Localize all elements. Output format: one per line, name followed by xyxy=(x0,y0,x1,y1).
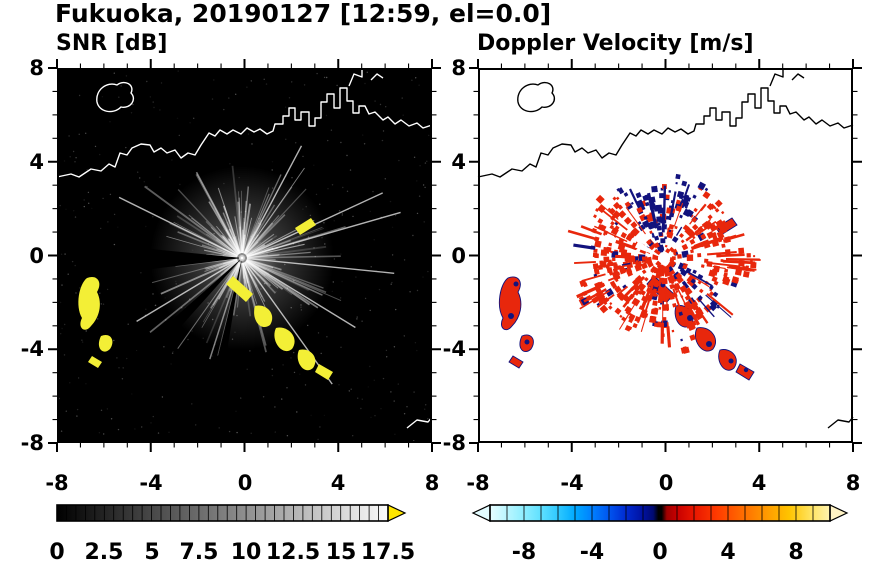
colorbar-tick-label: 15 xyxy=(325,540,357,565)
doppler-panel-title: Doppler Velocity [m/s] xyxy=(477,31,754,56)
doppler-plot-panel xyxy=(469,59,862,452)
y-tick-label: -4 xyxy=(20,337,44,361)
colorbar-tick-label: 2.5 xyxy=(84,540,124,565)
snr-clutter-streaks xyxy=(58,70,430,442)
blocked-beam-wedges xyxy=(82,242,242,416)
y-tick-label: 0 xyxy=(29,244,44,268)
y-tick-label: -8 xyxy=(20,431,44,455)
x-tick-label: 4 xyxy=(751,471,767,495)
central-velocity-field xyxy=(567,173,761,354)
colorbar-tick-label: -4 xyxy=(579,540,605,565)
snr-overflow-arrow xyxy=(387,504,407,522)
y-tick-label: 8 xyxy=(29,56,44,80)
colorbar-tick-label: 7.5 xyxy=(179,540,219,565)
page-title: Fukuoka, 20190127 [12:59, el=0.0] xyxy=(55,0,552,28)
doppler-axis-ticks xyxy=(469,59,862,452)
doppler-colorbar xyxy=(471,504,849,522)
x-tick-label: 4 xyxy=(330,471,346,495)
x-tick-label: -4 xyxy=(560,471,584,495)
doppler-underflow-arrow xyxy=(471,504,491,522)
x-tick-label: 8 xyxy=(845,471,861,495)
y-tick-label: 4 xyxy=(29,150,44,174)
doppler-frame xyxy=(478,68,853,443)
y-tick-label: 8 xyxy=(451,56,466,80)
x-tick-label: 0 xyxy=(237,471,253,495)
snr-panel-title: SNR [dB] xyxy=(56,31,168,56)
colorbar-tick-label: 12.5 xyxy=(265,540,321,565)
snr-colorbar xyxy=(56,504,407,522)
snr-axis-ticks xyxy=(48,59,441,452)
colorbar-tick-label: -8 xyxy=(511,540,537,565)
colorbar-tick-label: 0 xyxy=(652,540,668,565)
x-tick-label: 0 xyxy=(658,471,674,495)
y-tick-label: 4 xyxy=(451,150,466,174)
x-tick-label: 8 xyxy=(424,471,440,495)
x-tick-label: -4 xyxy=(139,471,163,495)
snr-plot-panel xyxy=(48,59,441,452)
colorbar-tick-label: 0 xyxy=(49,540,65,565)
velocity-echo-negative-patches xyxy=(508,281,749,373)
doppler-overflow-arrow xyxy=(829,504,849,522)
colorbar-tick-label: 5 xyxy=(144,540,160,565)
colorbar-tick-label: 10 xyxy=(230,540,262,565)
x-tick-label: -8 xyxy=(466,471,490,495)
radar-site-core xyxy=(240,256,244,260)
snr-frame xyxy=(57,68,432,443)
colorbar-tick-label: 8 xyxy=(788,540,804,565)
y-tick-label: 0 xyxy=(451,244,466,268)
x-tick-label: -8 xyxy=(45,471,69,495)
y-tick-label: -8 xyxy=(442,431,466,455)
colorbar-tick-label: 17.5 xyxy=(360,540,416,565)
y-tick-label: -4 xyxy=(442,337,466,361)
colorbar-tick-label: 4 xyxy=(720,540,736,565)
